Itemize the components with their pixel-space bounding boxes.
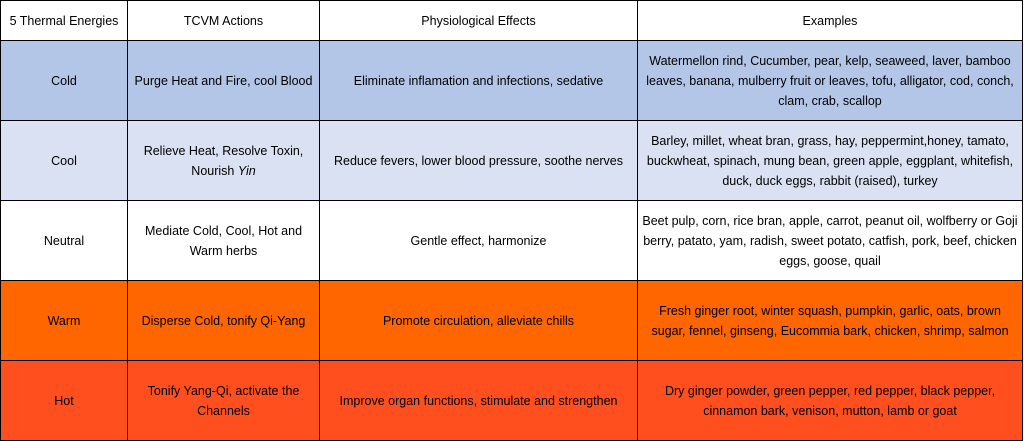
action-cell: Disperse Cold, tonify Qi-Yang [127,280,320,361]
examples-cell: Beet pulp, corn, rice bran, apple, carro… [637,200,1023,281]
effects-cell: Improve organ functions, stimulate and s… [319,360,638,441]
row-cold: Cold Purge Heat and Fire, cool Blood Eli… [0,40,1023,121]
header-physiological-effects: Physiological Effects [319,0,638,41]
examples-cell: Fresh ginger root, winter squash, pumpki… [637,280,1023,361]
row-warm: Warm Disperse Cold, tonify Qi-Yang Promo… [0,280,1023,361]
energy-cell: Warm [0,280,128,361]
action-cell: Mediate Cold, Cool, Hot and Warm herbs [127,200,320,281]
energy-cell: Hot [0,360,128,441]
energy-cell: Cold [0,40,128,121]
action-cell: Tonify Yang-Qi, activate the Channels [127,360,320,441]
action-text: Tonify Yang-Qi, activate the Channels [147,383,300,418]
action-emphasis: Yin [237,163,256,178]
examples-cell: Dry ginger powder, green pepper, red pep… [637,360,1023,441]
row-cool: Cool Relieve Heat, Resolve Toxin, Nouris… [0,120,1023,201]
effects-cell: Eliminate inflamation and infections, se… [319,40,638,121]
header-tcvm-actions: TCVM Actions [127,0,320,41]
action-text: Mediate Cold, Cool, Hot and Warm herbs [144,223,303,258]
action-text: Relieve Heat, Resolve Toxin, Nourish [143,143,304,178]
examples-cell: Barley, millet, wheat bran, grass, hay, … [637,120,1023,201]
header-row: 5 Thermal Energies TCVM Actions Physiolo… [0,0,1023,41]
energy-cell: Neutral [0,200,128,281]
examples-cell: Watermellon rind, Cucumber, pear, kelp, … [637,40,1023,121]
row-neutral: Neutral Mediate Cold, Cool, Hot and Warm… [0,200,1023,281]
action-text: Disperse Cold, tonify Qi-Yang [141,313,306,328]
effects-cell: Gentle effect, harmonize [319,200,638,281]
energy-cell: Cool [0,120,128,201]
action-cell: Relieve Heat, Resolve Toxin, Nourish Yin [127,120,320,201]
effects-cell: Reduce fevers, lower blood pressure, soo… [319,120,638,201]
action-cell: Purge Heat and Fire, cool Blood [127,40,320,121]
effects-cell: Promote circulation, alleviate chills [319,280,638,361]
header-examples: Examples [637,0,1023,41]
action-text: Purge Heat and Fire, cool Blood [134,73,313,88]
header-thermal-energies: 5 Thermal Energies [0,0,128,41]
row-hot: Hot Tonify Yang-Qi, activate the Channel… [0,360,1023,441]
